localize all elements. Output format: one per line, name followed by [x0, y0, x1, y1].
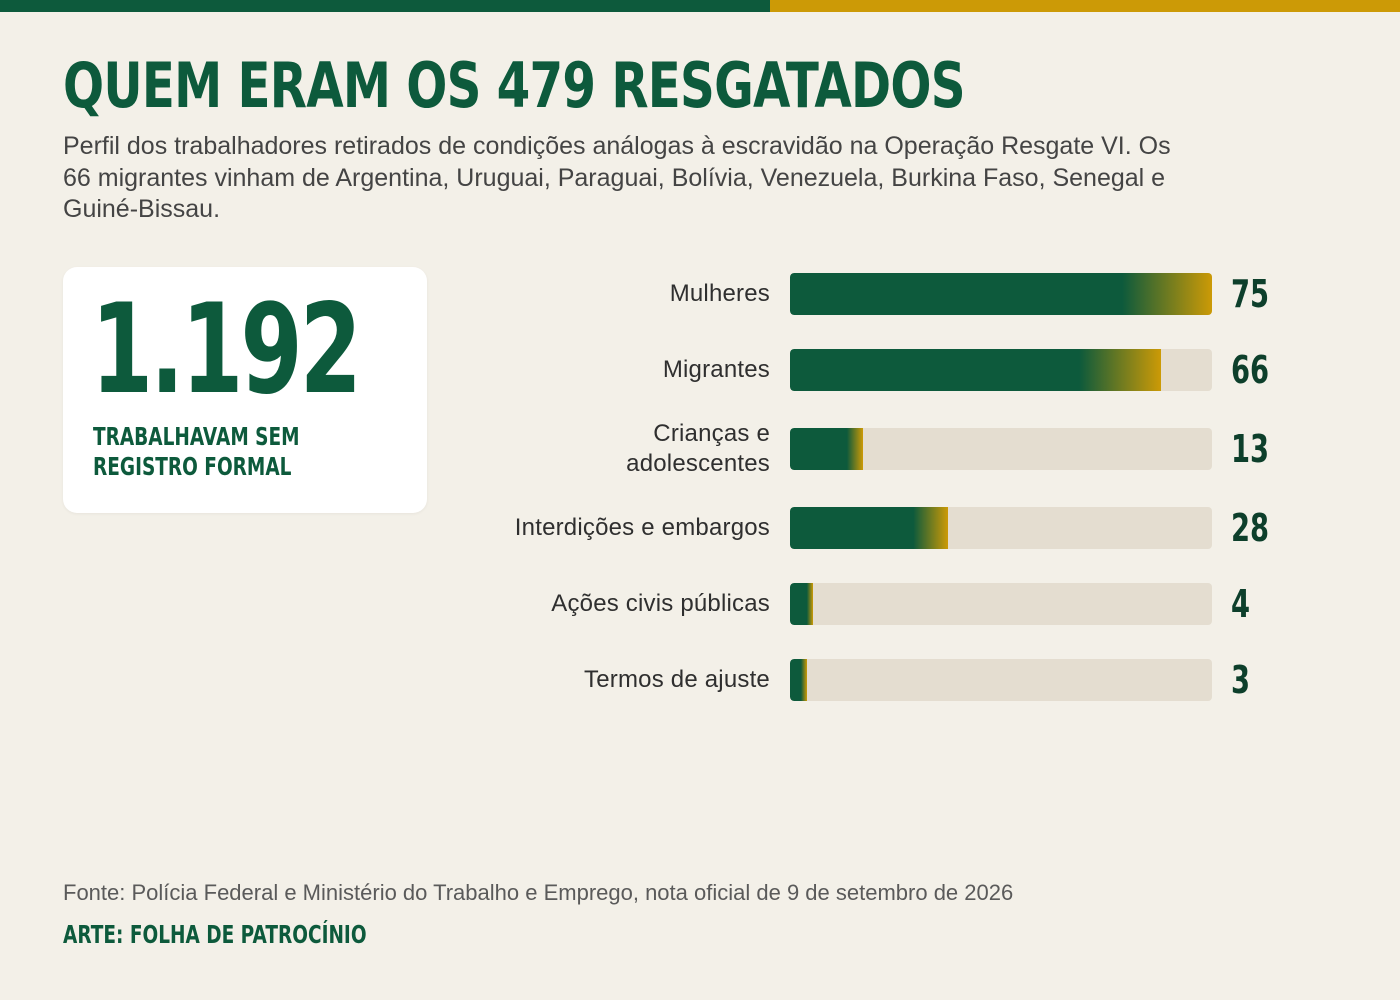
bar-value-label: 28: [1231, 506, 1270, 550]
page-title: QUEM ERAM OS 479 RESGATADOS: [63, 49, 966, 122]
bar-category-label: Ações civis públicas: [551, 590, 770, 617]
bar-track: [790, 273, 1212, 315]
bar-row: Migrantes 66: [440, 349, 1340, 391]
bar: [790, 273, 1212, 315]
bar: [790, 428, 864, 470]
bar-row: Ações civis públicas 4: [440, 583, 1340, 625]
bar-row: Termos de ajuste 3: [440, 659, 1340, 701]
bar-category-label: Crianças e adolescentes: [626, 420, 770, 477]
bar-category-label: Migrantes: [662, 356, 770, 383]
highlight-label: TRABALHAVAM SEM REGISTRO FORMAL: [93, 422, 300, 481]
bar-chart: Mulheres 75 Migrantes 66 Crianças e adolesce…: [440, 260, 1340, 720]
bar-category-label: Interdições e embargos: [514, 514, 770, 541]
art-credit: ARTE: FOLHA DE PATROCÍNIO: [63, 920, 367, 949]
highlight-number: 1.192: [91, 278, 362, 422]
bar-track: [790, 428, 1212, 470]
bar-track: [790, 507, 1212, 549]
bar-category-label: Termos de ajuste: [584, 666, 770, 693]
highlight-card: 1.192 TRABALHAVAM SEM REGISTRO FORMAL: [63, 267, 427, 513]
bar: [790, 349, 1162, 391]
bar-value-label: 3: [1231, 658, 1251, 702]
bar-category-label: Mulheres: [669, 280, 770, 307]
top-bar-gold-segment: [770, 0, 1400, 12]
bar-value-label: 75: [1231, 272, 1270, 316]
bar-track: [790, 659, 1212, 701]
source-note: Fonte: Polícia Federal e Ministério do T…: [63, 880, 1014, 905]
bar-value-label: 13: [1231, 427, 1270, 471]
bar-value-label: 4: [1231, 582, 1251, 626]
bar: [790, 659, 807, 701]
bar-row: Crianças e adolescentes 13: [440, 420, 1340, 477]
bar: [790, 583, 813, 625]
bar-value-label: 66: [1231, 348, 1270, 392]
bar: [790, 507, 948, 549]
top-bar-green-segment: [0, 0, 770, 12]
bar-track: [790, 349, 1212, 391]
top-color-bar: [0, 0, 1400, 12]
bar-row: Mulheres 75: [440, 273, 1340, 315]
bar-row: Interdições e embargos 28: [440, 507, 1340, 549]
page-subtitle: Perfil dos trabalhadores retirados de co…: [63, 132, 1171, 223]
bar-track: [790, 583, 1212, 625]
